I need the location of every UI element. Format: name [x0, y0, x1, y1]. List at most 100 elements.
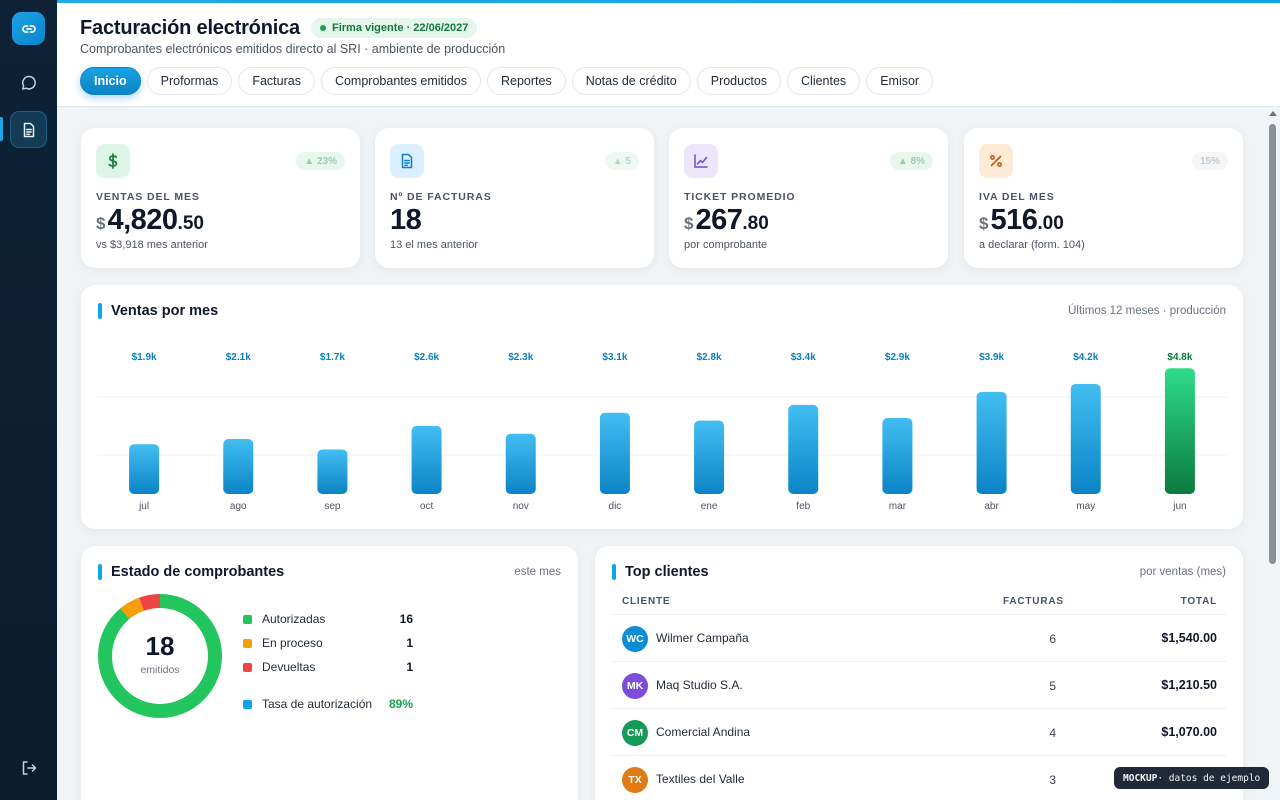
- chart-value-label: $2.3k: [508, 352, 533, 363]
- dollar-icon: [108, 153, 118, 169]
- chart-bar-mar[interactable]: [882, 418, 913, 494]
- kpi-icon-box: [684, 144, 718, 178]
- kpi-value-decimals: .50: [177, 213, 204, 234]
- legend-item-devueltas: Devueltas 1: [243, 655, 413, 679]
- top-accent-line: [57, 0, 1280, 3]
- table-row[interactable]: CM Comercial Andina 4 $1,070.00: [612, 708, 1226, 755]
- chart-tick-label: ene: [701, 501, 718, 512]
- kpi-value-main: 516: [990, 204, 1038, 236]
- line-chart-icon: [694, 154, 708, 168]
- chart-bar-ago[interactable]: [223, 438, 254, 494]
- top-clients-card: Top clientes por ventas (mes) CLIENTE FA…: [595, 546, 1243, 800]
- chart-tick-label: oct: [420, 501, 434, 512]
- kpi-value-main: 18: [390, 204, 422, 236]
- tab-clientes[interactable]: Clientes: [787, 67, 861, 95]
- kpi-card-facturas: ▲ 5 Nº DE FACTURAS 18 13 el mes anterior: [375, 128, 654, 268]
- chart-bar-oct[interactable]: [411, 425, 442, 494]
- active-indicator: [0, 117, 3, 141]
- tab-notas-de-credito[interactable]: Notas de crédito: [571, 67, 691, 95]
- kpi-value-main: 4,820: [107, 204, 178, 236]
- app-logo[interactable]: [12, 12, 45, 45]
- chart-bar-jul[interactable]: [129, 444, 160, 494]
- mockup-text: · datos de ejemplo: [1157, 772, 1261, 784]
- column-header-total: TOTAL: [1180, 596, 1217, 607]
- invoice-icon: [401, 153, 413, 169]
- table-row[interactable]: WC Wilmer Campaña 6 $1,540.00: [612, 614, 1226, 661]
- tab-inicio[interactable]: Inicio: [80, 67, 141, 95]
- kpi-subtext: por comprobante: [684, 239, 768, 251]
- tab-comprobantes-emitidos[interactable]: Comprobantes emitidos: [320, 67, 481, 95]
- legend-swatch: [243, 662, 252, 672]
- table-row[interactable]: TX Textiles del Valle 3: [612, 755, 1226, 800]
- chart-bar-feb[interactable]: [788, 404, 819, 494]
- signature-status-badge: Firma vigente · 22/06/2027: [311, 18, 478, 38]
- sales-bar-chart: $1.9k jul $2.1k ago $1.7k sep $2.6k oct $2.3k nov…: [97, 352, 1227, 512]
- chart-bar-sep[interactable]: [317, 449, 348, 494]
- page-subtitle: Comprobantes electrónicos emitidos direc…: [80, 42, 506, 56]
- tab-productos[interactable]: Productos: [696, 67, 782, 95]
- tab-proformas[interactable]: Proformas: [146, 67, 233, 95]
- kpi-card-iva: 15% IVA DEL MES $ 516 .00 a declarar (fo…: [964, 128, 1243, 268]
- donut-total: 18: [146, 631, 175, 661]
- kpi-currency: $: [96, 214, 106, 233]
- page-scrollbar[interactable]: [1266, 107, 1280, 800]
- chart-tick-label: abr: [984, 501, 999, 512]
- legend-label: Devueltas: [262, 660, 316, 674]
- kpi-value-decimals: .00: [1037, 213, 1064, 234]
- legend-value: 1: [406, 660, 413, 674]
- chart-bar-may[interactable]: [1070, 383, 1101, 494]
- logout-button[interactable]: [10, 749, 47, 786]
- chart-bar-jun[interactable]: [1164, 368, 1195, 494]
- chart-tick-label: dic: [609, 501, 622, 512]
- donut-total-label: emitidos: [140, 664, 179, 676]
- donut-segments: [98, 594, 222, 718]
- scroll-thumb[interactable]: [1269, 124, 1276, 564]
- chart-value-label: $2.6k: [414, 352, 439, 363]
- kpi-label: IVA DEL MES: [979, 191, 1055, 203]
- kpi-icon-box: [96, 144, 130, 178]
- authorization-rate: Tasa de autorización 89%: [243, 692, 413, 716]
- donut-segment-2[interactable]: [98, 594, 222, 718]
- kpi-trend-badge: ▲ 8%: [889, 152, 933, 170]
- chart-bar-dic[interactable]: [599, 412, 630, 494]
- sidebar-item-chat[interactable]: [10, 64, 47, 101]
- chart-bar-nov[interactable]: [505, 433, 536, 494]
- tab-facturas[interactable]: Facturas: [238, 67, 315, 95]
- chart-value-label: $2.8k: [697, 352, 722, 363]
- kpi-currency: $: [684, 214, 694, 233]
- client-avatar: CM: [622, 720, 648, 746]
- kpi-value-decimals: .80: [742, 213, 769, 234]
- chart-value-label: $4.2k: [1073, 352, 1098, 363]
- kpi-value-main: 267: [695, 204, 743, 236]
- sidebar: [0, 0, 57, 800]
- nav-tabs: Inicio Proformas Facturas Comprobantes e…: [80, 67, 934, 95]
- chart-title: Ventas por mes: [98, 303, 218, 319]
- client-avatar: TX: [622, 767, 648, 793]
- legend-value: 16: [399, 612, 413, 626]
- client-invoice-count: 4: [1049, 726, 1056, 740]
- chart-value-label: $1.7k: [320, 352, 345, 363]
- chart-tick-label: may: [1076, 501, 1095, 512]
- tab-emisor[interactable]: Emisor: [866, 67, 934, 95]
- table-row[interactable]: MK Maq Studio S.A. 5 $1,210.50: [612, 661, 1226, 708]
- chart-bar-ene[interactable]: [694, 420, 725, 494]
- chart-bar-abr[interactable]: [976, 391, 1007, 494]
- legend-swatch: [243, 699, 252, 709]
- kpi-icon-box: [979, 144, 1013, 178]
- chart-value-label: $3.1k: [602, 352, 627, 363]
- rate-label: Tasa de autorización: [262, 697, 373, 711]
- mockup-badge: MOCKUP · datos de ejemplo: [1114, 767, 1270, 789]
- scroll-up-arrow-icon[interactable]: [1269, 111, 1277, 116]
- client-name: Maq Studio S.A.: [656, 678, 743, 692]
- chart-value-label: $2.1k: [226, 352, 251, 363]
- percent-icon: [990, 155, 1002, 167]
- link-icon: [21, 24, 36, 33]
- kpi-subtext: a declarar (form. 104): [979, 239, 1085, 251]
- rate-value: 89%: [388, 697, 413, 711]
- sidebar-item-documents[interactable]: [10, 111, 47, 148]
- tab-reportes[interactable]: Reportes: [486, 67, 566, 95]
- status-title-text: Estado de comprobantes: [111, 564, 285, 580]
- client-name: Textiles del Valle: [656, 772, 745, 786]
- kpi-subtext: vs $3,918 mes anterior: [96, 239, 208, 251]
- sales-chart-card: Ventas por mes Últimos 12 meses · produc…: [81, 285, 1243, 529]
